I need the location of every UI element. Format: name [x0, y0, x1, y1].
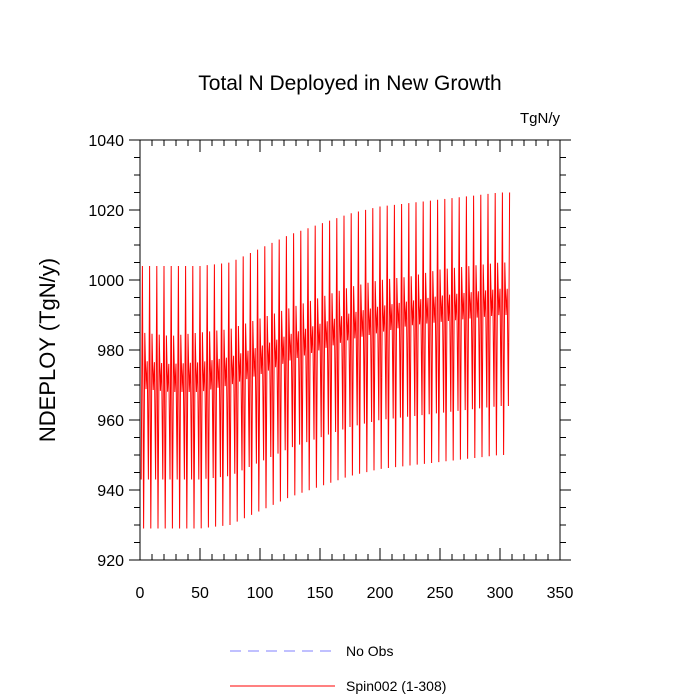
- y-tick-label: 920: [97, 553, 124, 570]
- y-tick-label: 1000: [88, 273, 124, 290]
- y-tick-label: 960: [97, 413, 124, 430]
- legend-label-spin002: Spin002 (1-308): [346, 678, 446, 694]
- y-axis-label: NDEPLOY (TgN/y): [35, 258, 60, 442]
- x-tick-label: 350: [547, 585, 574, 602]
- series-layer: [140, 192, 511, 529]
- legend-label-no-obs: No Obs: [346, 643, 393, 659]
- x-tick-label: 300: [487, 585, 514, 602]
- x-tick-label: 0: [136, 585, 145, 602]
- series-line-spin002: [140, 192, 511, 529]
- x-tick-label: 200: [367, 585, 394, 602]
- y-tick-label: 1040: [88, 133, 124, 150]
- chart-title: Total N Deployed in New Growth: [198, 72, 501, 95]
- y-tick-label: 980: [97, 343, 124, 360]
- x-tick-label: 50: [191, 585, 209, 602]
- y-tick-label: 1020: [88, 203, 124, 220]
- x-tick-label: 150: [307, 585, 334, 602]
- legend: No Obs Spin002 (1-308): [230, 643, 446, 694]
- tick-labels: 0 50 100 150 200 250 300 350 920 940 960 980 1000 102…: [88, 133, 573, 602]
- x-tick-label: 250: [427, 585, 454, 602]
- y-tick-label: 940: [97, 483, 124, 500]
- units-label: TgN/y: [520, 110, 561, 127]
- ticks-layer: [129, 139, 571, 561]
- x-tick-label: 100: [247, 585, 274, 602]
